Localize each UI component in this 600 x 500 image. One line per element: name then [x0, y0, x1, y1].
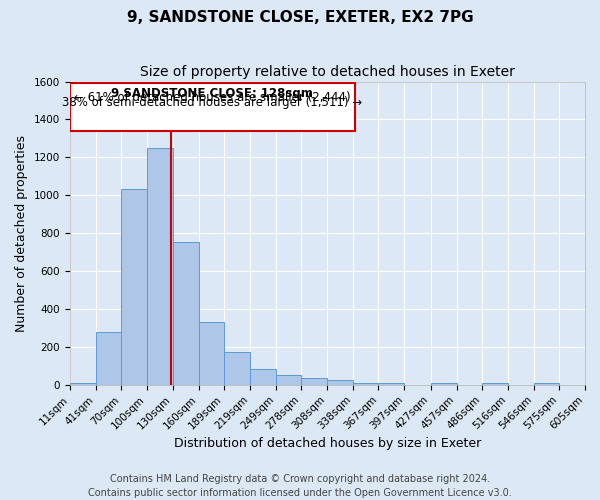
- Bar: [70, 383, 95, 385]
- FancyBboxPatch shape: [70, 84, 355, 131]
- Bar: [482, 383, 508, 385]
- Bar: [173, 242, 199, 385]
- Bar: [534, 383, 559, 385]
- Bar: [121, 188, 147, 385]
- Bar: [327, 380, 353, 385]
- Bar: [353, 383, 379, 385]
- X-axis label: Distribution of detached houses by size in Exeter: Distribution of detached houses by size …: [173, 437, 481, 450]
- Bar: [147, 148, 173, 385]
- Bar: [431, 383, 457, 385]
- Text: 38% of semi-detached houses are larger (1,511) →: 38% of semi-detached houses are larger (…: [62, 96, 362, 109]
- Bar: [301, 378, 327, 385]
- Text: ← 61% of detached houses are smaller (2,444): ← 61% of detached houses are smaller (2,…: [74, 92, 350, 104]
- Y-axis label: Number of detached properties: Number of detached properties: [15, 134, 28, 332]
- Bar: [250, 369, 276, 385]
- Text: 9 SANDSTONE CLOSE: 128sqm: 9 SANDSTONE CLOSE: 128sqm: [112, 87, 313, 100]
- Bar: [224, 352, 250, 385]
- Bar: [379, 383, 404, 385]
- Title: Size of property relative to detached houses in Exeter: Size of property relative to detached ho…: [140, 65, 515, 79]
- Bar: [199, 322, 224, 385]
- Bar: [95, 332, 121, 385]
- Bar: [276, 376, 301, 385]
- Text: Contains HM Land Registry data © Crown copyright and database right 2024.
Contai: Contains HM Land Registry data © Crown c…: [88, 474, 512, 498]
- Text: 9, SANDSTONE CLOSE, EXETER, EX2 7PG: 9, SANDSTONE CLOSE, EXETER, EX2 7PG: [127, 10, 473, 25]
